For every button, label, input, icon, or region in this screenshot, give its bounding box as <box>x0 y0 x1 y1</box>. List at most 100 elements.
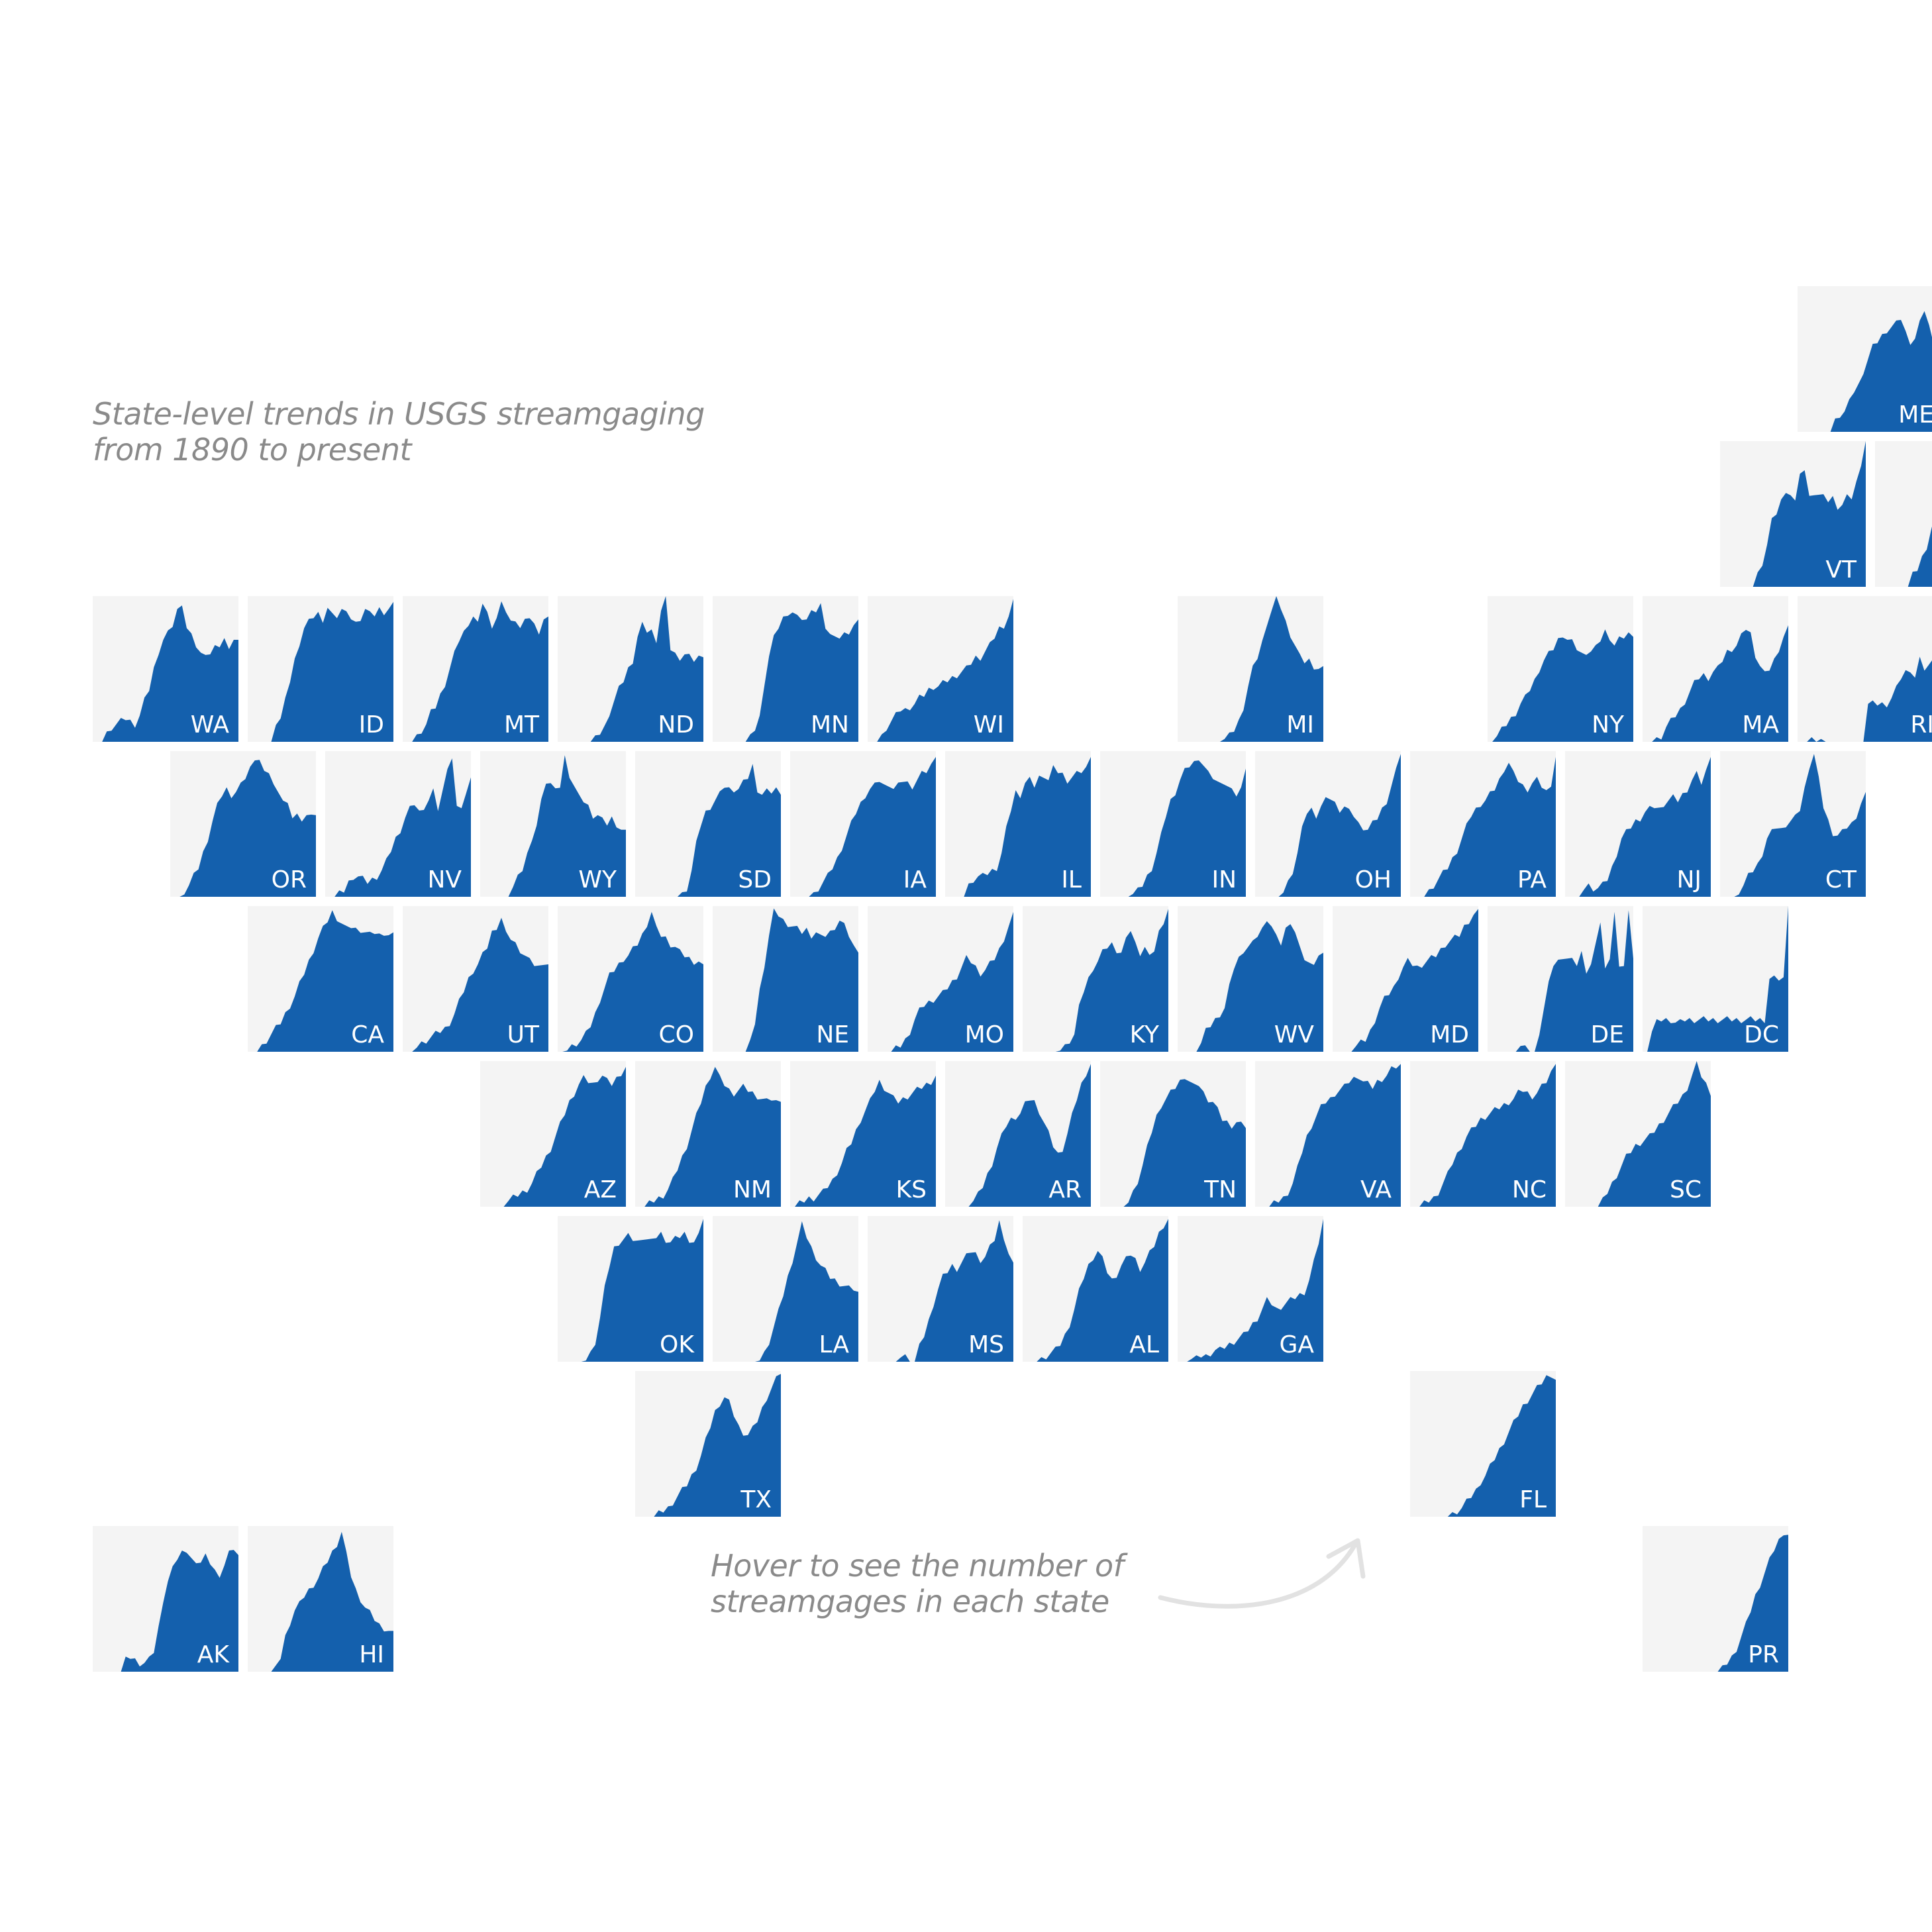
state-label: MD <box>1430 1021 1469 1048</box>
state-tile-ky[interactable]: KY <box>1023 906 1168 1052</box>
state-tile-al[interactable]: AL <box>1023 1216 1168 1362</box>
state-tile-ga[interactable]: GA <box>1178 1216 1323 1362</box>
state-tile-nv[interactable]: NV <box>325 751 471 897</box>
state-tile-pr[interactable]: PR <box>1643 1526 1788 1672</box>
state-tile-ca[interactable]: CA <box>248 906 393 1052</box>
state-label: VA <box>1360 1176 1392 1203</box>
state-label: AZ <box>584 1176 617 1203</box>
state-label: PA <box>1517 866 1547 893</box>
trend-area-dc <box>1643 906 1788 1052</box>
hover-annotation-line-2: streamgages in each state <box>711 1584 1109 1619</box>
trend-area-va <box>1255 1064 1401 1207</box>
state-tile-nm[interactable]: NM <box>635 1061 781 1207</box>
state-tile-oh[interactable]: OH <box>1255 751 1401 897</box>
state-tile-nc[interactable]: NC <box>1410 1061 1556 1207</box>
trend-area-nd <box>558 596 703 742</box>
trend-area-mn <box>713 603 858 742</box>
annotation-arrow-icon <box>1158 1538 1366 1609</box>
state-label: MS <box>968 1331 1004 1358</box>
state-label: OR <box>272 866 307 893</box>
trend-area-ar <box>945 1064 1091 1207</box>
trend-area-ky <box>1023 909 1168 1052</box>
trend-area-nh <box>1875 526 1932 587</box>
trend-area-de <box>1488 910 1633 1052</box>
state-tile-la[interactable]: LA <box>713 1216 858 1362</box>
state-tile-ct[interactable]: CT <box>1720 751 1866 897</box>
state-tile-md[interactable]: MD <box>1333 906 1478 1052</box>
state-tile-me[interactable]: ME <box>1798 286 1932 432</box>
state-label: LA <box>819 1331 849 1358</box>
state-tile-wi[interactable]: WI <box>868 596 1013 742</box>
state-label: WY <box>578 866 617 893</box>
state-tile-fl[interactable]: FL <box>1410 1371 1556 1517</box>
state-tile-tn[interactable]: TN <box>1100 1061 1246 1207</box>
trend-area-tx <box>635 1374 781 1517</box>
trend-area-fl <box>1410 1375 1556 1517</box>
state-tile-wv[interactable]: WV <box>1178 906 1323 1052</box>
state-tile-vt[interactable]: VT <box>1720 441 1866 587</box>
state-label: NE <box>816 1021 849 1048</box>
state-label: AL <box>1129 1331 1159 1358</box>
state-label: NM <box>733 1176 772 1203</box>
state-label: IN <box>1211 866 1237 893</box>
state-label: ME <box>1898 401 1932 429</box>
state-label: AR <box>1048 1176 1082 1203</box>
state-tile-az[interactable]: AZ <box>480 1061 626 1207</box>
state-tile-ri[interactable]: RI <box>1798 596 1932 742</box>
state-tile-va[interactable]: VA <box>1255 1061 1401 1207</box>
state-tile-nh[interactable]: NH <box>1875 441 1932 587</box>
state-tile-sd[interactable]: SD <box>635 751 781 897</box>
trend-area-ct <box>1720 754 1866 897</box>
trend-area-ca <box>248 910 393 1052</box>
trend-area-al <box>1023 1219 1168 1362</box>
state-tile-nj[interactable]: NJ <box>1565 751 1711 897</box>
state-tile-de[interactable]: DE <box>1488 906 1633 1052</box>
state-tile-co[interactable]: CO <box>558 906 703 1052</box>
state-tile-mn[interactable]: MN <box>713 596 858 742</box>
state-tile-nd[interactable]: ND <box>558 596 703 742</box>
state-label: FL <box>1519 1486 1547 1513</box>
trend-area-me <box>1798 311 1932 432</box>
state-tile-ks[interactable]: KS <box>790 1061 936 1207</box>
state-tile-sc[interactable]: SC <box>1565 1061 1711 1207</box>
trend-area-il <box>945 756 1091 897</box>
trend-area-oh <box>1255 754 1401 897</box>
state-tile-il[interactable]: IL <box>945 751 1091 897</box>
state-tile-ny[interactable]: NY <box>1488 596 1633 742</box>
state-tile-pa[interactable]: PA <box>1410 751 1556 897</box>
state-tile-ok[interactable]: OK <box>558 1216 703 1362</box>
state-tile-wa[interactable]: WA <box>93 596 238 742</box>
state-label: WI <box>974 711 1004 738</box>
state-tile-mi[interactable]: MI <box>1178 596 1323 742</box>
hover-annotation-line-1: Hover to see the number of <box>711 1548 1124 1584</box>
state-tile-ak[interactable]: AK <box>93 1526 238 1672</box>
state-tile-hi[interactable]: HI <box>248 1526 393 1672</box>
state-tile-id[interactable]: ID <box>248 596 393 742</box>
state-tile-mt[interactable]: MT <box>403 596 548 742</box>
trend-area-ia <box>790 756 936 897</box>
trend-area-wv <box>1178 921 1323 1052</box>
state-tile-ma[interactable]: MA <box>1643 596 1788 742</box>
state-tile-ut[interactable]: UT <box>403 906 548 1052</box>
state-label: UT <box>507 1021 540 1048</box>
state-tile-mo[interactable]: MO <box>868 906 1013 1052</box>
state-tile-tx[interactable]: TX <box>635 1371 781 1517</box>
state-tile-in[interactable]: IN <box>1100 751 1246 897</box>
trend-area-mi <box>1178 596 1323 742</box>
state-label: KS <box>896 1176 927 1203</box>
state-label: CT <box>1825 866 1857 893</box>
state-tile-ms[interactable]: MS <box>868 1216 1013 1362</box>
state-label: PR <box>1748 1641 1779 1668</box>
state-tile-or[interactable]: OR <box>170 751 316 897</box>
state-label: ND <box>658 711 694 738</box>
state-tile-ne[interactable]: NE <box>713 906 858 1052</box>
state-label: NC <box>1512 1176 1547 1203</box>
state-tile-wy[interactable]: WY <box>480 751 626 897</box>
state-tile-ar[interactable]: AR <box>945 1061 1091 1207</box>
state-label: TX <box>740 1486 772 1513</box>
state-tile-dc[interactable]: DC <box>1643 906 1788 1052</box>
state-label: CO <box>659 1021 694 1048</box>
state-tile-ia[interactable]: IA <box>790 751 936 897</box>
trend-area-nc <box>1410 1064 1556 1207</box>
